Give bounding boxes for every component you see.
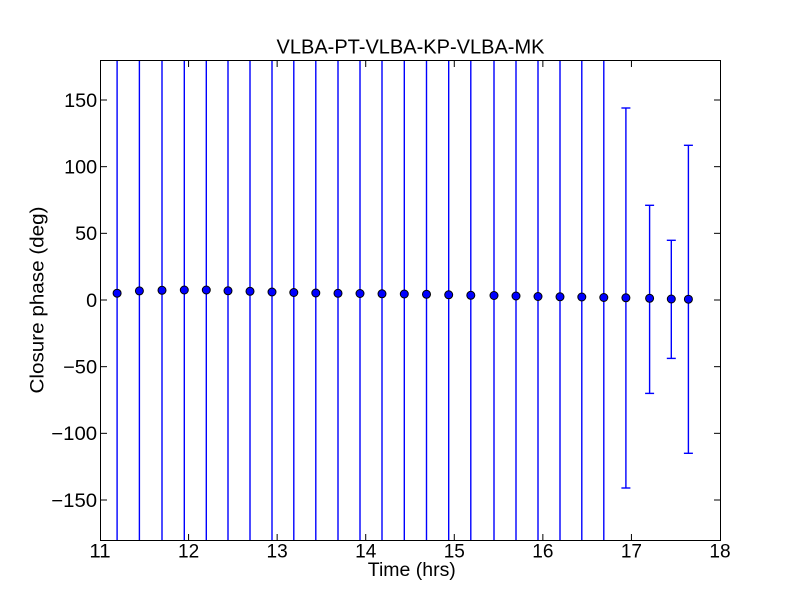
- svg-text:0: 0: [86, 291, 97, 312]
- svg-text:16: 16: [532, 542, 553, 563]
- svg-text:17: 17: [621, 542, 642, 563]
- svg-text:11: 11: [89, 542, 110, 563]
- svg-text:Time (hrs): Time (hrs): [368, 560, 456, 581]
- svg-text:−100: −100: [51, 424, 97, 445]
- svg-text:14: 14: [355, 542, 377, 563]
- svg-text:VLBA-PT-VLBA-KP-VLBA-MK: VLBA-PT-VLBA-KP-VLBA-MK: [277, 36, 546, 58]
- svg-text:18: 18: [709, 542, 730, 563]
- svg-text:13: 13: [267, 542, 288, 563]
- svg-text:150: 150: [64, 91, 97, 112]
- svg-text:100: 100: [64, 158, 97, 179]
- svg-text:Closure phase (deg): Closure phase (deg): [28, 207, 49, 394]
- svg-text:15: 15: [444, 542, 465, 563]
- svg-text:12: 12: [178, 542, 199, 563]
- svg-text:−150: −150: [51, 491, 97, 512]
- svg-text:50: 50: [75, 224, 97, 245]
- svg-text:−50: −50: [63, 358, 97, 379]
